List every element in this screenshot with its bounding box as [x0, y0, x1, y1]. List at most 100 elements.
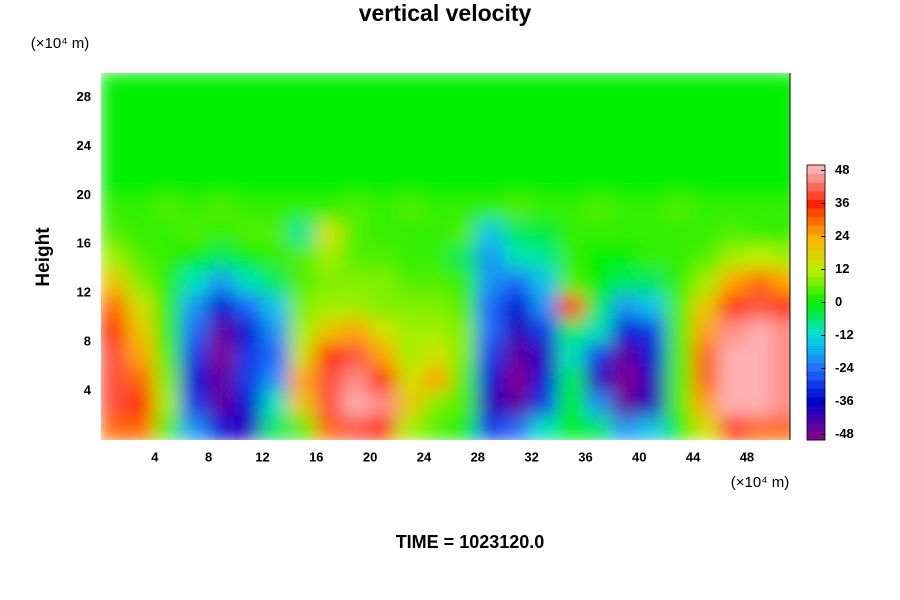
cell [530, 292, 560, 319]
cell [611, 414, 641, 440]
cell [126, 96, 156, 123]
cell [745, 365, 775, 393]
cell [101, 194, 129, 221]
cell [638, 194, 668, 221]
cell [207, 365, 237, 393]
cell [288, 243, 318, 270]
cell [772, 218, 790, 246]
cell [476, 414, 506, 440]
cell [449, 316, 479, 344]
colorbar-band [807, 354, 825, 364]
cell [234, 169, 264, 197]
cell [342, 243, 372, 270]
cell [207, 169, 237, 197]
colorbar-band [807, 190, 825, 200]
cell [476, 365, 506, 393]
cell [207, 194, 237, 221]
cell [342, 145, 372, 172]
cell [234, 243, 264, 270]
cell [745, 218, 775, 246]
cell [772, 414, 790, 440]
cell [530, 341, 560, 368]
cell [638, 120, 668, 148]
cell [153, 73, 183, 99]
cell [342, 194, 372, 221]
cell [557, 145, 587, 172]
colorbar-band [807, 414, 825, 424]
colorbar-band [807, 216, 825, 226]
colorbar-band [807, 225, 825, 235]
cell [557, 316, 587, 344]
cell [745, 292, 775, 319]
cell [692, 73, 722, 99]
cell [665, 169, 695, 197]
cell [503, 243, 533, 270]
cell [288, 120, 318, 148]
colorbar-band [807, 328, 825, 338]
colorbar-band [807, 319, 825, 329]
cell [207, 73, 237, 99]
cell [584, 96, 614, 123]
y-tick-label: 28 [77, 89, 91, 104]
cell [234, 341, 264, 368]
cell [476, 316, 506, 344]
cell [261, 316, 291, 344]
cell [153, 292, 183, 319]
cell [745, 341, 775, 368]
cell [261, 390, 291, 417]
cell [126, 292, 156, 319]
cell [126, 414, 156, 440]
cell [288, 341, 318, 368]
cell [449, 169, 479, 197]
cell [584, 243, 614, 270]
cell [342, 341, 372, 368]
colorbar-band [807, 259, 825, 269]
cell [719, 316, 748, 344]
cell [101, 414, 129, 440]
cell [315, 145, 345, 172]
cell [476, 390, 506, 417]
colorbar-tick-label: -36 [835, 393, 854, 408]
cell [665, 341, 695, 368]
cell [476, 120, 506, 148]
cell [315, 390, 345, 417]
cell [692, 169, 722, 197]
colorbar-band [807, 233, 825, 243]
x-tick-label: 36 [578, 449, 592, 464]
cell [638, 145, 668, 172]
cell [207, 120, 237, 148]
cell [396, 145, 425, 172]
cell [369, 390, 399, 417]
cell [101, 390, 129, 417]
colorbar-tick-label: -24 [835, 360, 855, 375]
cell [772, 243, 790, 270]
cell [261, 292, 291, 319]
cell [369, 120, 399, 148]
cell [503, 341, 533, 368]
y-tick-label: 8 [84, 334, 91, 349]
cell [530, 267, 560, 295]
cell [449, 292, 479, 319]
cell [234, 316, 264, 344]
cell [369, 267, 399, 295]
cell [557, 292, 587, 319]
cell [692, 292, 722, 319]
colorbar-band [807, 302, 825, 312]
cell [288, 414, 318, 440]
cell [396, 390, 425, 417]
cell [180, 169, 210, 197]
cell [261, 73, 291, 99]
cell [153, 390, 183, 417]
cell [180, 96, 210, 123]
cell [719, 145, 748, 172]
cell [745, 145, 775, 172]
cell [584, 218, 614, 246]
cell [665, 243, 695, 270]
cell [557, 243, 587, 270]
cell [611, 120, 641, 148]
cell [261, 120, 291, 148]
cell [342, 96, 372, 123]
x-tick-label: 48 [740, 449, 754, 464]
cell [665, 73, 695, 99]
cell [745, 73, 775, 99]
